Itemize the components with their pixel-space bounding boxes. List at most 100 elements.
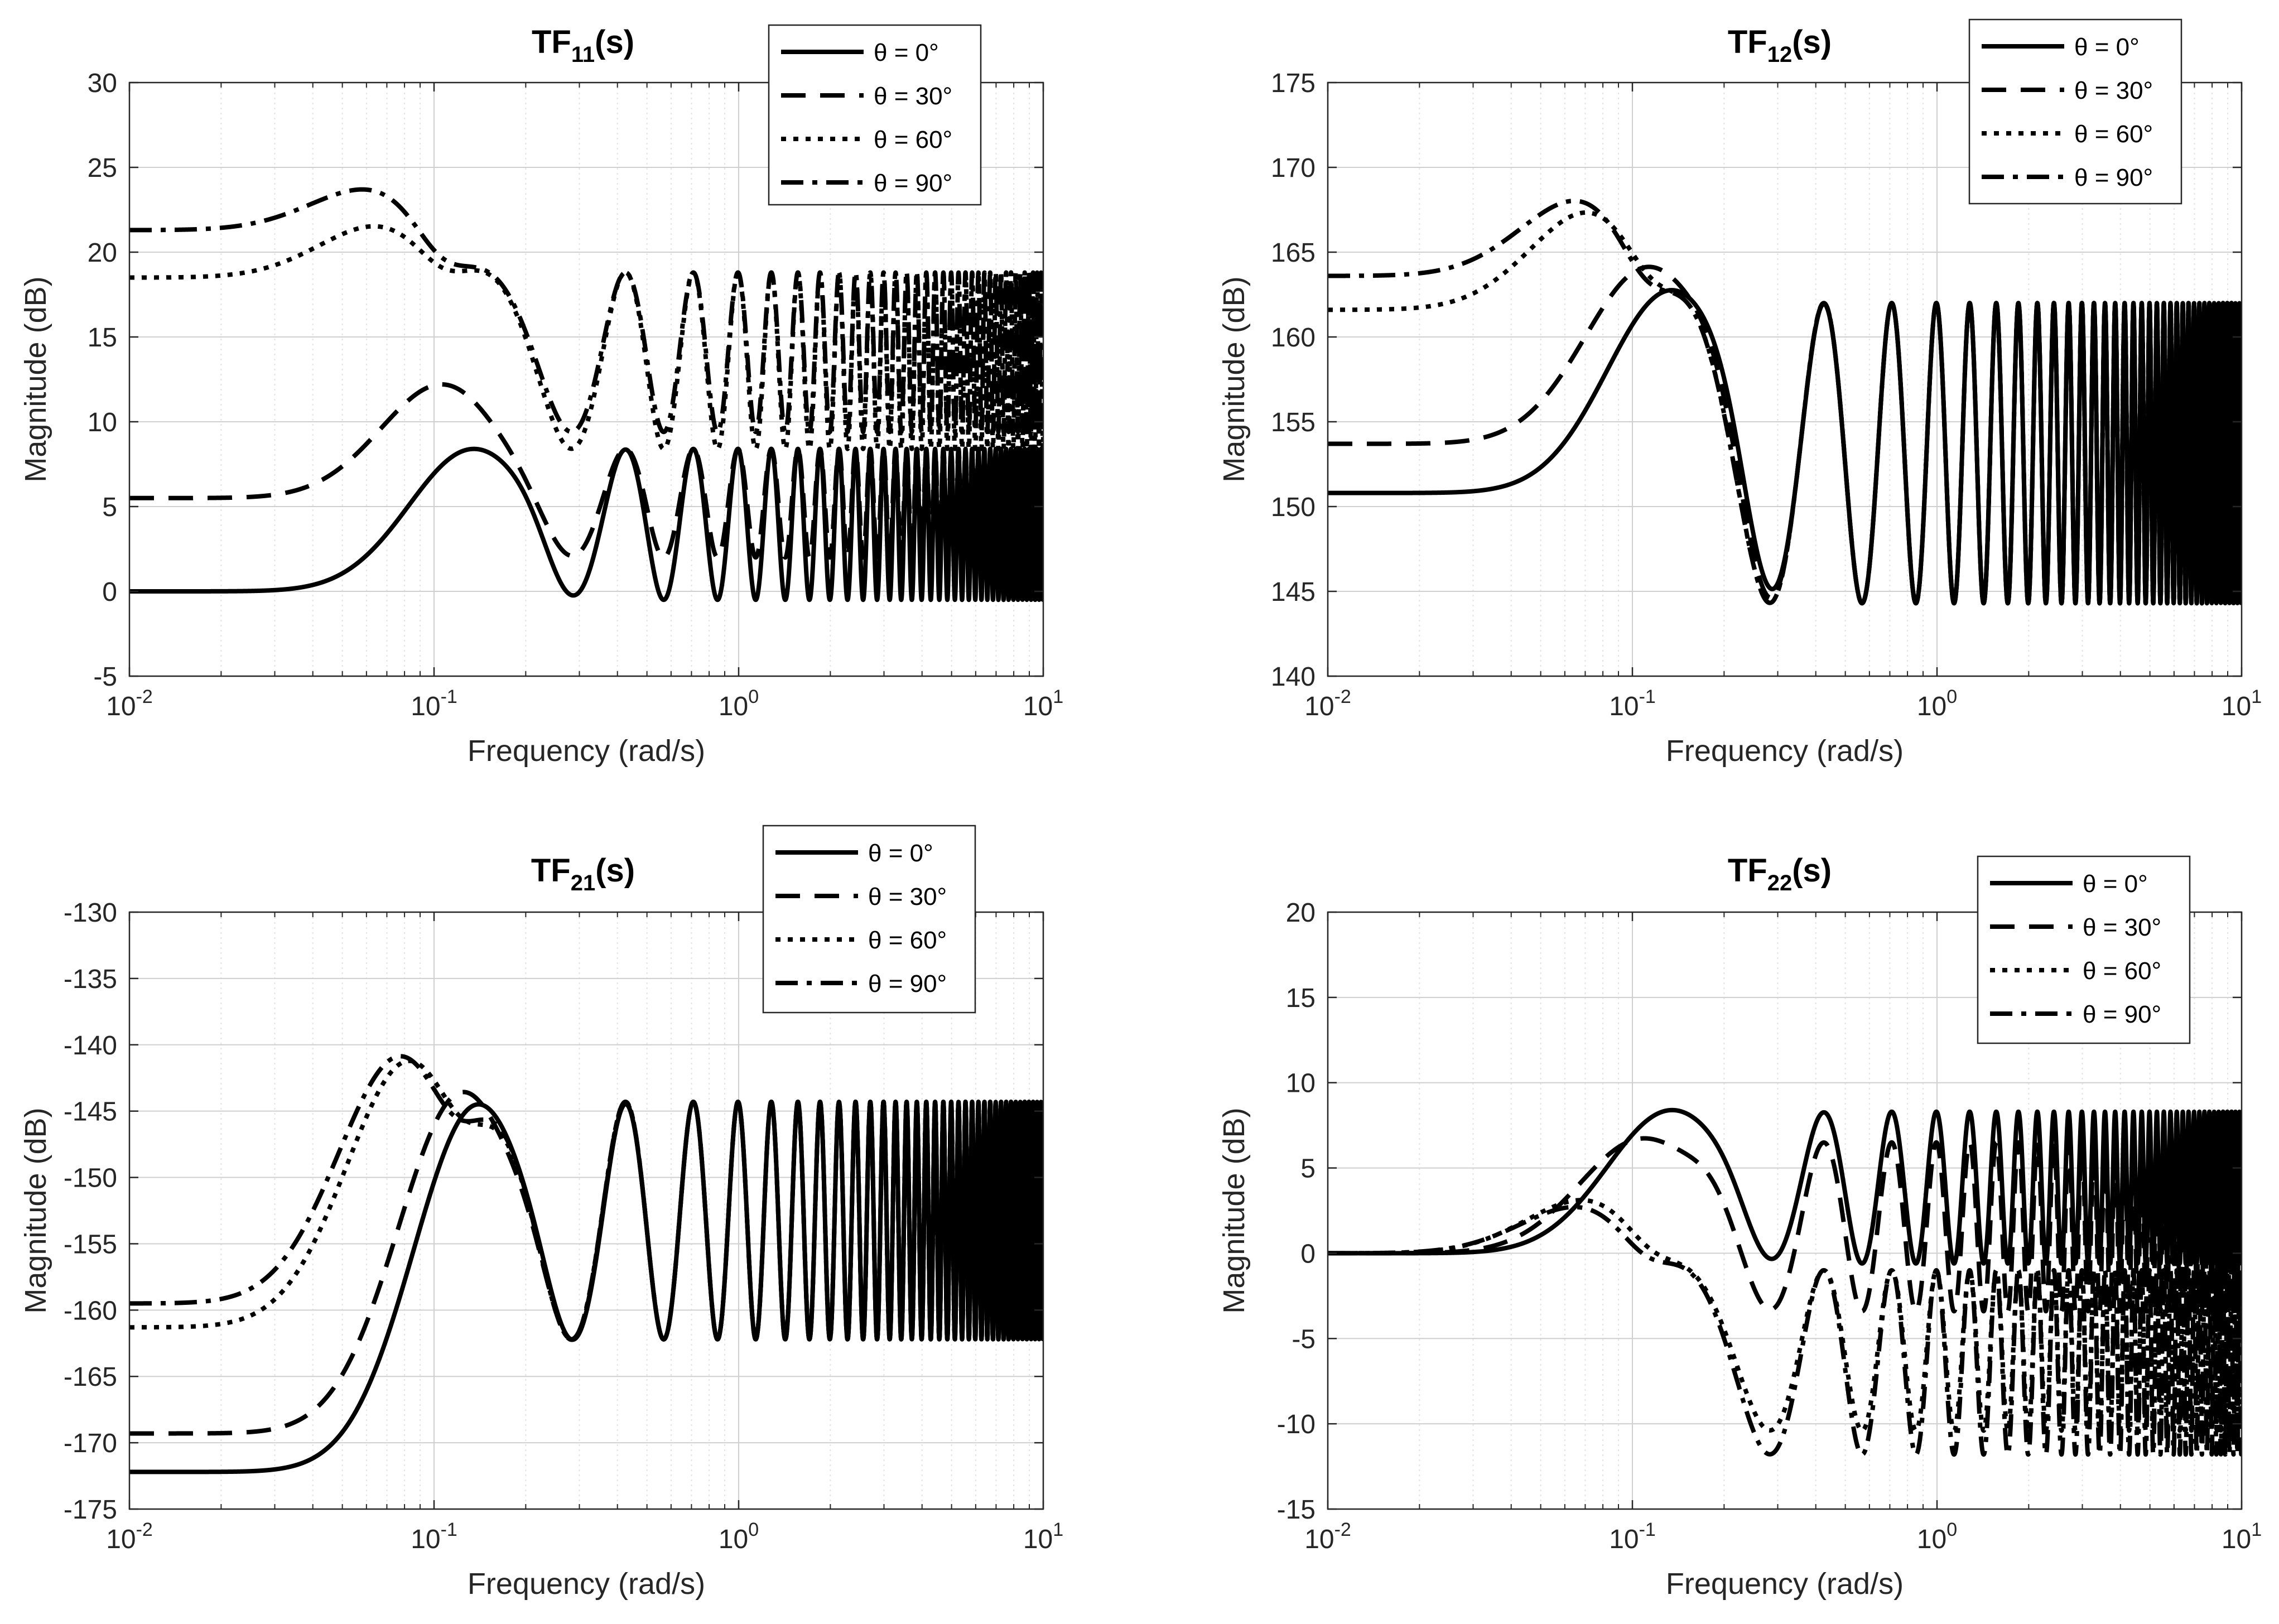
title-tail: (s) <box>595 852 635 889</box>
x-tick-label: 10-2 <box>1304 1519 1351 1554</box>
y-tick-label: -155 <box>64 1230 117 1259</box>
axes-box <box>1327 81 2243 677</box>
legend-box <box>762 825 976 1014</box>
series-line-dotted <box>1328 1198 2242 1433</box>
x-axis-label: Frequency (rad/s) <box>1666 734 1904 768</box>
x-axis-label: Frequency (rad/s) <box>1666 1567 1904 1601</box>
chart-title: TF12(s) <box>1728 24 1832 67</box>
legend-label: θ = 60° <box>2074 121 2153 148</box>
y-axis-label: Magnitude (dB) <box>1217 1107 1251 1313</box>
x-tick-exponent: -1 <box>441 686 457 707</box>
y-tick-label: 30 <box>88 69 117 98</box>
x-tick-label: 101 <box>1023 1519 1063 1554</box>
x-axis-label: Frequency (rad/s) <box>468 1567 705 1601</box>
legend: θ = 0° θ = 30° θ = 60° θ = 90° <box>762 825 976 1014</box>
legend-label: θ = 60° <box>2083 957 2161 985</box>
y-tick-label: 175 <box>1271 69 1316 98</box>
x-tick-label: 101 <box>2222 686 2262 721</box>
y-tick-label: 170 <box>1271 153 1316 183</box>
y-tick-label: -135 <box>64 965 117 994</box>
series-line-dashdot <box>129 1054 1043 1342</box>
x-tick-base: 10 <box>1917 692 1946 721</box>
x-tick-label: 10-1 <box>411 1519 457 1554</box>
y-tick-label: 0 <box>102 577 117 607</box>
title-subscript: 22 <box>1767 871 1793 895</box>
chart-title: TF11(s) <box>532 24 634 67</box>
y-tick-label: -150 <box>64 1164 117 1193</box>
x-tick-exponent: 1 <box>2251 1519 2262 1540</box>
legend-label: θ = 60° <box>868 927 947 954</box>
x-tick-exponent: -2 <box>1334 686 1351 707</box>
x-tick-base: 10 <box>1023 1525 1053 1554</box>
y-tick-label: -5 <box>1292 1324 1316 1354</box>
x-tick-exponent: 1 <box>1053 1519 1063 1540</box>
legend-label: θ = 90° <box>868 970 947 997</box>
series-line-dashed <box>1328 1136 2242 1314</box>
x-axis-label: Frequency (rad/s) <box>468 734 705 768</box>
legend-label: θ = 30° <box>868 883 947 910</box>
y-tick-label: 10 <box>1286 1069 1316 1098</box>
y-tick-label: 165 <box>1271 238 1316 268</box>
legend-label: θ = 30° <box>2083 914 2161 941</box>
x-tick-base: 10 <box>2222 1525 2251 1554</box>
x-tick-exponent: -1 <box>1639 686 1656 707</box>
legend-label: θ = 90° <box>2074 164 2153 191</box>
axes-box <box>128 911 1044 1510</box>
x-tick-exponent: 0 <box>748 1519 759 1540</box>
y-tick-label: 0 <box>1300 1239 1316 1269</box>
x-tick-label: 10-2 <box>1304 686 1351 721</box>
x-tick-label: 10-2 <box>106 686 153 721</box>
series-line-solid <box>129 446 1043 603</box>
chart-panel-3: -175 -170 -165 -160 -155 -150 -145 -140 -135 -130… <box>19 825 1063 1601</box>
title-tail: (s) <box>1792 24 1832 60</box>
y-axis-label: Magnitude (dB) <box>19 276 52 482</box>
legend-label: θ = 90° <box>2083 1001 2161 1028</box>
x-tick-label: 101 <box>1023 686 1063 721</box>
y-tick-label: 20 <box>88 238 117 268</box>
axes-box <box>1327 911 2243 1510</box>
x-tick-exponent: -1 <box>441 1519 457 1540</box>
title-tail: (s) <box>1792 852 1832 889</box>
legend-label: θ = 30° <box>874 83 952 110</box>
x-tick-base: 10 <box>106 692 136 721</box>
series-line-solid <box>1328 1107 2242 1266</box>
title-subscript: 21 <box>571 871 596 895</box>
x-tick-label: 100 <box>1917 1519 1957 1554</box>
y-tick-label: -140 <box>64 1031 117 1061</box>
y-tick-label: -160 <box>64 1296 117 1326</box>
y-tick-label: 150 <box>1271 493 1316 522</box>
x-tick-exponent: 0 <box>748 686 759 707</box>
legend-label: θ = 30° <box>2074 77 2153 104</box>
x-tick-label: 100 <box>719 686 759 721</box>
x-tick-exponent: -2 <box>136 1519 153 1540</box>
legend-box <box>768 24 982 206</box>
title-main: TF <box>1728 24 1767 60</box>
x-tick-label: 10-2 <box>106 1519 153 1554</box>
chart-title: TF21(s) <box>531 852 635 895</box>
legend: θ = 0° θ = 30° θ = 60° θ = 90° <box>1977 855 2191 1044</box>
x-tick-exponent: 1 <box>1053 686 1063 707</box>
y-tick-label: -5 <box>93 662 117 692</box>
x-tick-base: 10 <box>411 1525 440 1554</box>
title-subscript: 11 <box>571 42 595 67</box>
title-tail: (s) <box>595 24 634 60</box>
x-tick-base: 10 <box>1023 692 1053 721</box>
legend-label: θ = 0° <box>868 840 933 867</box>
axes-box <box>128 81 1044 677</box>
x-tick-label: 100 <box>1917 686 1957 721</box>
x-tick-label: 10-1 <box>411 686 457 721</box>
y-tick-label: 5 <box>102 493 117 522</box>
x-tick-label: 10-1 <box>1609 1519 1656 1554</box>
title-main: TF <box>1728 852 1767 889</box>
y-tick-label: -130 <box>64 898 117 928</box>
y-tick-label: -165 <box>64 1362 117 1392</box>
y-tick-label: 5 <box>1300 1154 1316 1184</box>
y-tick-label: 15 <box>88 323 117 353</box>
y-tick-label: 15 <box>1286 984 1316 1013</box>
legend-label: θ = 0° <box>2083 870 2148 898</box>
x-tick-base: 10 <box>2222 692 2251 721</box>
